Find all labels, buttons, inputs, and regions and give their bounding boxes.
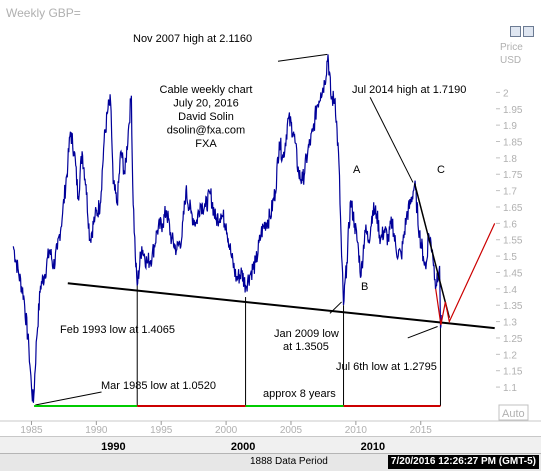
annotation-wave-a: A <box>353 164 361 176</box>
y-axis-title: Price <box>500 42 523 53</box>
y-tick-label: 1.25 <box>503 334 523 345</box>
y-tick-label: 1.35 <box>503 301 523 312</box>
x-tick-label: 2000 <box>215 425 238 436</box>
y-tick-label: 1.45 <box>503 268 523 279</box>
close-icon[interactable] <box>523 26 534 37</box>
price-series-line <box>12 54 442 403</box>
y-axis-title: USD <box>500 55 521 66</box>
projection-red-line <box>435 223 496 326</box>
x-tick-label: 2005 <box>280 425 303 436</box>
decade-axis-svg: 1980199020002010 <box>101 441 385 453</box>
y-tick-label: 1.15 <box>503 367 523 378</box>
y-tick-label: 1.7 <box>503 187 517 198</box>
x-tick-label: 1995 <box>150 425 173 436</box>
auto-scale-button[interactable] <box>498 404 529 421</box>
jul2014-trend-line <box>413 183 451 318</box>
annotation-jul6: Jul 6th low at 1.2795 <box>336 361 437 373</box>
jan2009-leader-line <box>329 301 342 314</box>
annotation-wave-b: B <box>361 281 368 293</box>
info-line: David Solin <box>178 111 234 123</box>
nov2007-leader-line <box>277 53 328 62</box>
y-tick-label: 1.9 <box>503 121 517 132</box>
y-tick-label: 1.3 <box>503 318 517 329</box>
decade-axis: 1980199020002010 <box>0 436 541 454</box>
x-tick-label: 2015 <box>410 425 433 436</box>
y-tick-label: 1.1 <box>503 383 517 394</box>
decade-label: 2010 <box>361 441 385 453</box>
y-tick-label: 1.55 <box>503 236 523 247</box>
jul6-leader-line <box>407 326 438 339</box>
x-tick-label: 1990 <box>85 425 108 436</box>
info-line: FXA <box>195 138 217 150</box>
y-tick-label: 1.65 <box>503 203 523 214</box>
annotation-nov2007: Nov 2007 high at 2.1160 <box>133 33 252 45</box>
annotation-wave-c: C <box>437 164 445 176</box>
data-period-label: 1888 Data Period <box>250 456 328 467</box>
status-bar: 1888 Data Period 7/20/2016 12:26:27 PM (… <box>0 453 541 471</box>
annotation-jan2009: Jan 2009 low <box>274 328 339 340</box>
mar1985-leader-line <box>35 391 102 406</box>
x-tick-label: 2010 <box>345 425 368 436</box>
y-tick-label: 1.4 <box>503 285 517 296</box>
y-tick-label: 1.2 <box>503 350 517 361</box>
y-tick-label: 1.95 <box>503 105 523 116</box>
info-line: Cable weekly chart <box>160 84 253 96</box>
decade-label: 1990 <box>101 441 125 453</box>
y-tick-label: 1.5 <box>503 252 517 263</box>
price-chart: Weekly GBP= Price USD 2 1.95 1.9 1.85 1.8 1.75 1… <box>0 6 541 436</box>
info-line: dsolin@fxa.com <box>167 125 245 137</box>
y-tick-label: 1.85 <box>503 138 523 149</box>
x-tick-label: 1985 <box>20 425 43 436</box>
timestamp-badge: 7/20/2016 12:26:27 PM (GMT-5) <box>387 455 539 469</box>
timezone-text: (GMT-5) <box>498 456 536 467</box>
annotation-mar1985: Mar 1985 low at 1.0520 <box>101 380 216 392</box>
window-title: Weekly GBP= <box>6 6 81 20</box>
y-tick-label: 1.75 <box>503 170 523 181</box>
y-tick-label: 1.6 <box>503 219 517 230</box>
annotation-jan2009-value: at 1.3505 <box>283 341 329 353</box>
auto-scale-label: Auto <box>502 408 525 420</box>
y-tick-label: 1.8 <box>503 154 517 165</box>
annotation-feb1993: Feb 1993 low at 1.4065 <box>60 324 175 336</box>
restore-icon[interactable] <box>510 26 521 37</box>
info-line: July 20, 2016 <box>173 98 238 110</box>
jul2014-leader-line <box>369 97 414 183</box>
long-trend-line <box>67 282 495 330</box>
annotation-approx-8-years: approx 8 years <box>263 388 336 400</box>
annotation-jul2014: Jul 2014 high at 1.7190 <box>352 84 466 96</box>
timestamp-text: 7/20/2016 12:26:27 PM <box>390 456 496 467</box>
y-tick-label: 2 <box>503 88 509 99</box>
decade-label: 2000 <box>231 441 255 453</box>
